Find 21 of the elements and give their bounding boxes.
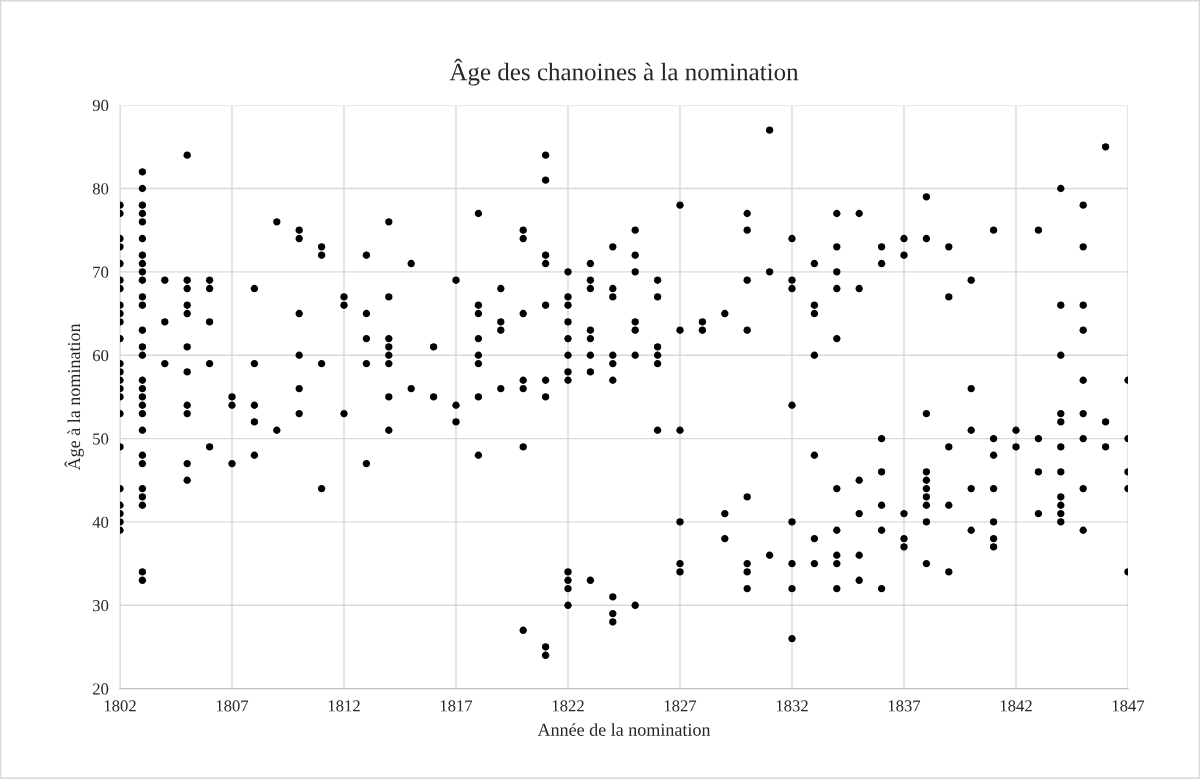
y-tick-label: 30 — [93, 599, 109, 612]
y-tick-label: 50 — [93, 433, 109, 445]
y-tick-label: 40 — [92, 516, 109, 528]
x-axis-title: Année de la nomination — [537, 723, 711, 736]
x-tick-label: 1817 — [440, 700, 473, 712]
x-tick-label: 1802 — [104, 700, 136, 712]
y-tick-label: 90 — [92, 99, 109, 112]
y-tick-label: 60 — [92, 349, 109, 362]
x-tick-label: 1842 — [1000, 700, 1032, 712]
y-axis-title: Âge à la nomination — [64, 323, 84, 471]
x-tick-label: 1832 — [776, 700, 808, 712]
x-tick-label: 1822 — [552, 700, 584, 712]
y-tick-label: 80 — [92, 183, 109, 195]
x-tick-label: 1847 — [1112, 700, 1145, 712]
y-tick-label: 20 — [92, 683, 109, 695]
x-tick-label: 1807 — [216, 700, 249, 712]
chart-title: Âge des chanoines à la nomination — [449, 58, 799, 86]
x-tick-label: 1827 — [664, 700, 697, 712]
y-tick-label: 70 — [93, 266, 109, 278]
x-tick-label: 1837 — [888, 700, 921, 712]
x-tick-label: 1812 — [328, 700, 360, 712]
